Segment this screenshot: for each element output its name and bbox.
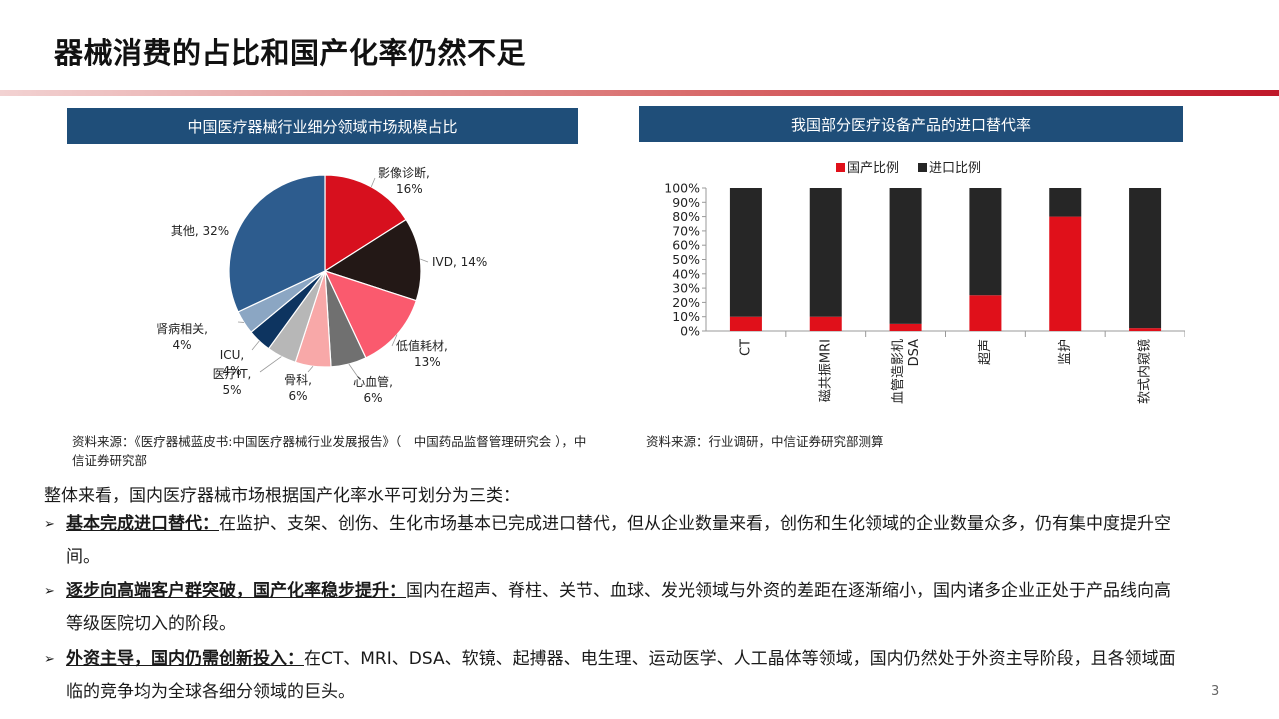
pie-slice-value: 4% [172,338,191,352]
bar-segment [969,295,1002,331]
bullet-lead: 基本完成进口替代： [66,514,219,534]
x-tick-label: CT [738,339,753,356]
pie-slice-value: 4% [222,364,241,378]
x-tick-label: 血管造影机 [891,339,906,404]
bullet-item: ➢ 基本完成进口替代：在监护、支架、创伤、生化市场基本已完成进口替代，但从企业数… [44,508,1184,574]
y-tick-label: 30% [672,281,700,296]
pie-slice-label: ICU, [220,348,245,362]
bullet-item: ➢ 逐步向高端客户群突破，国产化率稳步提升：国内在超声、脊柱、关节、血球、发光领… [44,575,1184,641]
bar-segment [1129,328,1162,331]
bullet-body: 在CT、MRI、DSA、软镜、起搏器、电生理、运动医学、人工晶体等领域，国内仍然… [66,649,1176,702]
legend-label: 国产比例 [847,161,899,176]
bar-segment [1129,188,1162,329]
legend-swatch [918,163,927,172]
bar-chart-header: 我国部分医疗设备产品的进口替代率 [639,106,1183,142]
pie-slice-value: 16% [396,182,423,196]
page-title: 器械消费的占比和国产化率仍然不足 [54,36,527,70]
x-tick-label: 磁共振MRI [818,339,833,402]
market-share-pie-chart: 影像诊断, 16% IVD, 14% 低值耗材, 13% 心血管, 6% 骨科, 6% 医疗IT,… [156,165,487,405]
y-tick-label: 40% [672,266,700,281]
bar-segment [1049,216,1082,331]
y-tick-label: 70% [672,223,700,238]
y-tick-label: 80% [672,209,700,224]
bullet-body: 国内在超声、脊柱、关节、血球、发光领域与外资的差距在逐渐缩小，国内诸多企业正处于… [66,581,1171,634]
bar-segment [729,188,762,317]
bullet-item: ➢ 外资主导，国内仍需创新投入：在CT、MRI、DSA、软镜、起搏器、电生理、运… [44,643,1184,709]
bullet-body: 在监护、支架、创伤、生化市场基本已完成进口替代，但从企业数量来看，创伤和生化领域… [66,514,1171,567]
arrow-bullet-icon: ➢ [44,517,55,532]
pie-leader-line [348,363,361,381]
pie-slice-label: 低值耗材, [396,338,448,353]
bar-segment [889,188,922,324]
title-divider [0,90,1279,96]
y-tick-label: 100% [664,181,700,196]
x-tick-label: 超声 [978,339,993,365]
pie-leader-line [307,365,314,373]
bar-segment [729,316,762,331]
pie-slice-label: IVD, 14% [432,255,487,269]
pie-slice-value: 13% [414,355,441,369]
pie-chart-header: 中国医疗器械行业细分领域市场规模占比 [67,108,578,144]
pie-slice-value: 5% [222,383,241,397]
pie-slice-label: 肾病相关, [156,321,208,336]
y-tick-label: 90% [672,195,700,210]
bar-segment [1049,188,1082,217]
pie-leader-line [391,334,398,347]
page-number: 3 [1211,684,1220,699]
pie-slice [324,174,407,273]
x-tick-label: DSA [907,339,922,367]
bar-source-note: 资料来源：行业调研，中信证券研究部测算 [646,434,884,449]
legend-label: 进口比例 [929,161,981,176]
y-tick-label: 0% [680,324,700,339]
intro-text: 整体来看，国内医疗器械市场根据国产化率水平可划分为三类： [44,486,520,506]
pie-slice [323,218,422,302]
y-tick-label: 20% [672,295,700,310]
pie-source-note: 资料来源：《医疗器械蓝皮书:中国医疗器械行业发展报告》（ 中国药品监督管理研究会… [72,434,587,468]
y-tick-label: 60% [672,238,700,253]
bullet-lead: 外资主导，国内仍需创新投入： [66,649,304,669]
x-tick-label: 监护 [1058,339,1073,365]
bar-segment [809,316,842,331]
x-tick-label: 软式内窥镜 [1137,339,1153,404]
bullet-lead: 逐步向高端客户群突破，国产化率稳步提升： [66,581,406,601]
pie-slice-label: 影像诊断, [378,165,430,180]
legend-swatch [836,163,845,172]
y-tick-label: 10% [672,309,700,324]
arrow-bullet-icon: ➢ [44,584,55,599]
pie-slice-label: 其他, 32% [171,224,229,238]
pie-leader-line [370,177,376,188]
pie-leader-line [259,356,282,373]
pie-slice-value: 6% [288,389,307,403]
bar-segment [969,188,1002,296]
pie-slice [228,174,326,313]
pie-leader-line [251,340,260,351]
bar-segment [809,188,842,317]
y-tick-label: 50% [672,252,700,267]
arrow-bullet-icon: ➢ [44,652,55,667]
pie-slice-value: 6% [363,391,382,405]
import-substitution-bar-chart: 国产比例 进口比例 0%10%20%30%40%50%60%70%80%90%100… [664,161,1185,404]
pie-slice-label: 骨科, [284,373,312,387]
pie-slice-label: 医疗IT, [213,367,252,381]
pie-slice-label: 心血管, [353,374,393,389]
pie-leader-line [420,258,429,263]
pie-slice [323,270,418,359]
bar-segment [889,323,922,331]
